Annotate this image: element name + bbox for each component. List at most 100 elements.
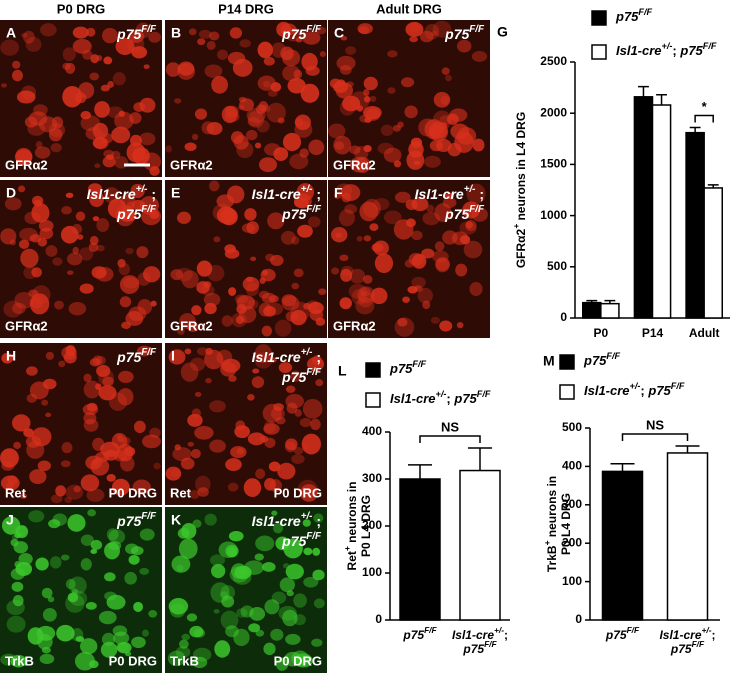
cell bbox=[23, 428, 34, 438]
cell bbox=[31, 203, 50, 223]
cell bbox=[263, 423, 280, 435]
cell bbox=[104, 572, 116, 582]
x-tick-label: p75F/F bbox=[462, 639, 497, 656]
cell bbox=[397, 317, 408, 327]
cell bbox=[441, 67, 450, 75]
cell bbox=[48, 519, 61, 529]
text-segment: GFRα2 bbox=[514, 228, 528, 268]
bar bbox=[685, 131, 705, 319]
cell bbox=[246, 221, 259, 235]
cell bbox=[94, 101, 110, 118]
cell bbox=[65, 594, 85, 613]
cell bbox=[133, 601, 144, 612]
cell bbox=[286, 402, 298, 414]
cell bbox=[68, 301, 87, 316]
cell bbox=[394, 191, 411, 203]
cell bbox=[115, 37, 135, 55]
cell bbox=[177, 327, 185, 335]
cell bbox=[187, 441, 194, 447]
cell bbox=[165, 466, 182, 481]
cell bbox=[293, 446, 304, 455]
cell bbox=[220, 610, 239, 630]
cell bbox=[87, 509, 96, 517]
cell bbox=[221, 315, 233, 327]
cell bbox=[33, 104, 48, 116]
cell bbox=[291, 454, 305, 464]
cell bbox=[65, 484, 84, 500]
cell bbox=[290, 370, 301, 382]
cell bbox=[117, 388, 134, 406]
cell bbox=[244, 208, 257, 221]
cell bbox=[67, 592, 79, 603]
cell bbox=[357, 286, 376, 304]
cell bbox=[1, 352, 14, 364]
cell bbox=[136, 246, 149, 259]
cell bbox=[424, 155, 441, 168]
cell bbox=[98, 610, 117, 625]
cell bbox=[14, 561, 22, 568]
cell bbox=[85, 127, 103, 141]
cell bbox=[287, 78, 306, 94]
cell bbox=[184, 348, 192, 355]
cell bbox=[228, 530, 244, 542]
cell bbox=[184, 142, 197, 152]
micrograph bbox=[165, 507, 327, 673]
text-segment: p75 bbox=[444, 26, 469, 42]
cell bbox=[142, 266, 161, 283]
cell bbox=[239, 39, 251, 48]
cell bbox=[171, 555, 191, 573]
cell bbox=[207, 264, 225, 282]
cell bbox=[107, 198, 127, 219]
genotype-label: Isl1-cre+/- ; bbox=[252, 511, 321, 529]
cell bbox=[78, 82, 95, 99]
cell bbox=[387, 87, 396, 94]
cell bbox=[180, 457, 195, 470]
cell bbox=[1, 516, 21, 535]
cell bbox=[369, 223, 379, 232]
text-segment: +/- bbox=[301, 511, 313, 522]
micrograph bbox=[328, 20, 490, 177]
cell bbox=[294, 114, 311, 131]
cell bbox=[76, 234, 84, 240]
y-axis-label: Ret+ neurons in bbox=[342, 482, 359, 571]
cell bbox=[234, 425, 250, 439]
cell bbox=[131, 46, 148, 59]
cell bbox=[277, 117, 285, 124]
region-label: P0 DRG bbox=[274, 653, 322, 668]
cell bbox=[72, 26, 89, 39]
cell bbox=[10, 538, 19, 547]
cell bbox=[257, 41, 273, 59]
cell bbox=[139, 567, 150, 575]
cell bbox=[456, 39, 472, 53]
cell bbox=[460, 234, 471, 245]
bar bbox=[651, 104, 672, 319]
cell bbox=[278, 362, 293, 374]
cell bbox=[328, 123, 346, 139]
cell bbox=[168, 349, 186, 365]
text-segment: F/F bbox=[692, 639, 705, 649]
cell bbox=[271, 510, 278, 516]
text-segment: ; bbox=[147, 186, 156, 202]
cell bbox=[194, 425, 214, 440]
cell bbox=[293, 268, 304, 278]
cell bbox=[225, 544, 239, 558]
cell bbox=[264, 143, 281, 156]
cell bbox=[227, 185, 245, 204]
cell bbox=[230, 563, 247, 579]
cell bbox=[89, 358, 101, 367]
cell bbox=[106, 528, 119, 541]
cell bbox=[3, 300, 23, 318]
cell bbox=[405, 21, 424, 37]
panel-letter: M bbox=[543, 353, 555, 369]
text-segment: +/- bbox=[662, 41, 673, 51]
y-tick-label: 0 bbox=[575, 612, 582, 626]
cell bbox=[369, 95, 377, 102]
y-tick-label: 100 bbox=[562, 574, 582, 588]
panel-letter: L bbox=[338, 363, 347, 379]
text-segment: F/F bbox=[306, 531, 322, 542]
cell bbox=[89, 191, 105, 208]
x-tick-label: Isl1-cre+/-; bbox=[452, 625, 508, 642]
cell bbox=[92, 216, 100, 222]
cell bbox=[246, 107, 266, 123]
cell bbox=[26, 366, 38, 376]
